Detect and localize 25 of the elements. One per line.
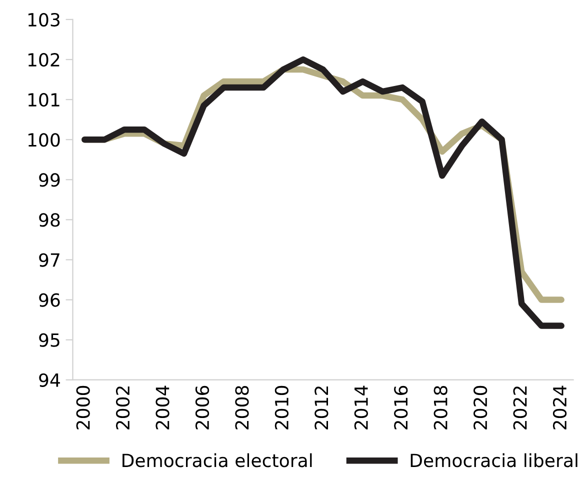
x-tick-label: 2002 (116, 386, 130, 430)
x-tick-label: 2016 (394, 386, 408, 430)
y-tick-label: 101 (28, 93, 60, 107)
x-tick-label: 2022 (513, 386, 527, 430)
y-tick-label: 95 (39, 333, 60, 347)
y-tick-label: 102 (28, 52, 60, 67)
y-tick-label: 99 (39, 173, 60, 187)
y-tick-label: 100 (28, 133, 60, 147)
x-tick-label: 2012 (314, 386, 328, 430)
x-tick-label: 2010 (274, 386, 289, 430)
y-tick-label: 98 (39, 213, 60, 227)
x-tick-label: 2024 (552, 386, 567, 430)
legend-label: Democracia liberal (410, 453, 578, 468)
x-tick-label: 2014 (354, 386, 368, 430)
x-tick-label: 2020 (473, 386, 488, 430)
x-tick-label: 2018 (434, 386, 448, 430)
y-tick-label: 103 (28, 12, 60, 27)
x-tick-label: 2000 (76, 386, 90, 430)
y-tick-label: 97 (39, 253, 60, 267)
x-tick-label: 2008 (235, 386, 249, 430)
legend-label: Democracia electoral (122, 453, 312, 468)
y-tick-label: 94 (39, 373, 60, 387)
x-tick-label: 2004 (156, 386, 170, 430)
y-tick-label: 96 (39, 293, 60, 307)
x-tick-label: 2006 (195, 386, 210, 430)
